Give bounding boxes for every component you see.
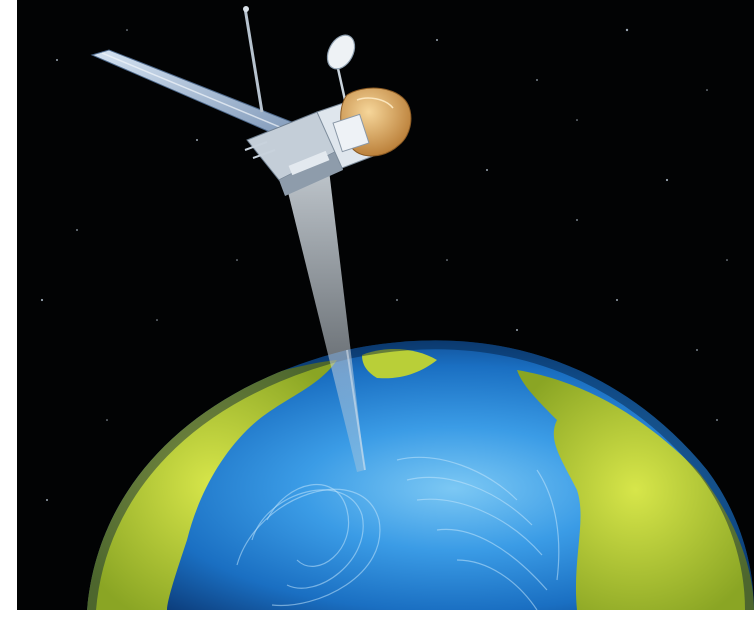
landmass-east xyxy=(517,370,754,610)
satellite xyxy=(90,6,412,196)
earth-globe xyxy=(87,340,754,610)
landmass-west xyxy=(87,360,337,610)
dish-antenna xyxy=(326,34,356,70)
scene-svg xyxy=(17,0,754,610)
ocean-contours xyxy=(236,456,560,610)
radar-beam xyxy=(285,170,365,472)
star-field xyxy=(40,28,728,501)
landmass-north xyxy=(362,348,437,379)
satellite-earth-illustration xyxy=(17,0,754,610)
antenna-mast xyxy=(243,7,264,113)
